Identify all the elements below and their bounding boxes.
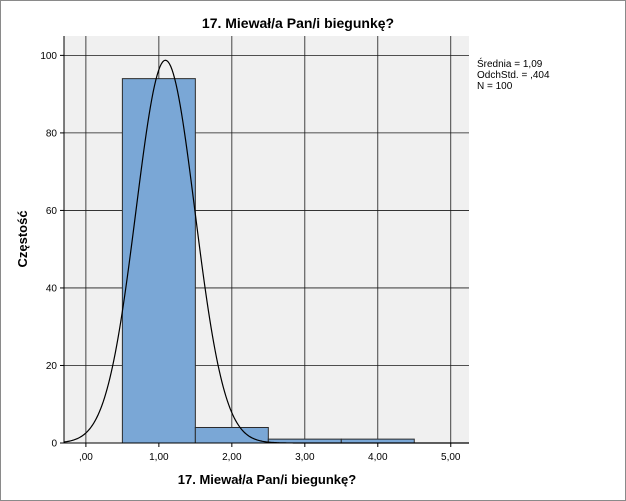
stat-mean: Średnia = 1,09: [477, 57, 543, 70]
y-tick-label: 100: [40, 51, 57, 62]
histogram-bar: [121, 78, 196, 444]
x-tick-label: 5,00: [441, 452, 461, 463]
y-tick-label: 20: [46, 361, 58, 372]
y-axis-label: Częstość: [15, 210, 30, 267]
axes: [63, 36, 469, 444]
x-tick-label: 3,00: [295, 452, 315, 463]
stat-n: N = 100: [477, 81, 513, 92]
chart-title: 17. Miewał/a Pan/i biegunkę?: [202, 15, 394, 31]
y-tick-label: 80: [46, 128, 58, 139]
tick-labels: 0 20 40 60 80 100 ,00 1,00 2,00 3,00 4,00 5,00: [40, 51, 461, 463]
x-tick-label: ,00: [79, 452, 93, 463]
x-tick-label: 4,00: [368, 452, 388, 463]
y-tick-label: 40: [46, 283, 58, 294]
x-tick-label: 1,00: [149, 452, 169, 463]
x-axis-label: 17. Miewał/a Pan/i biegunkę?: [178, 472, 357, 487]
y-tick-label: 0: [51, 439, 57, 450]
histogram-bar: [194, 426, 269, 444]
x-tick-label: 2,00: [222, 452, 242, 463]
y-tick-label: 60: [46, 206, 58, 217]
stat-sd: OdchStd. = ,404: [477, 70, 550, 81]
